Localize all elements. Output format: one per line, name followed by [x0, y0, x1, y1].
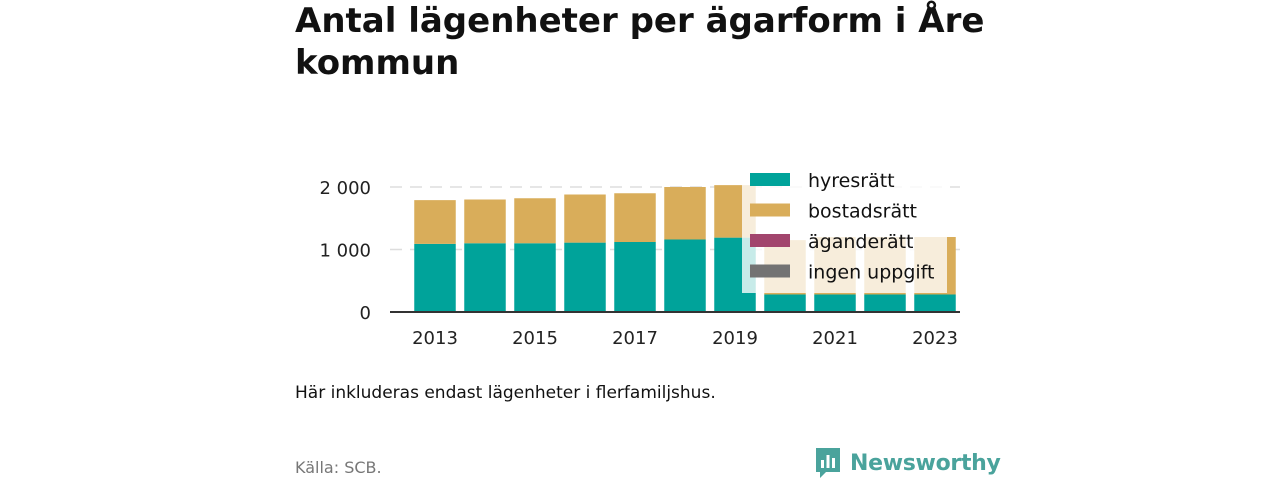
- y-tick-label: 1 000: [319, 241, 371, 262]
- bar-segment: [564, 242, 606, 312]
- y-tick-label: 2 000: [319, 178, 371, 199]
- bar-segment: [514, 243, 556, 312]
- legend-swatch: [750, 264, 790, 278]
- legend-swatch: [750, 173, 790, 186]
- chart-title: Antal lägenheter per ägarform i Åre komm…: [295, 1, 985, 83]
- chart-note: Här inkluderas endast lägenheter i flerf…: [295, 383, 716, 403]
- bar-segment: [764, 294, 806, 312]
- newsworthy-logo-icon: [816, 448, 840, 478]
- x-tick-label: 2015: [512, 328, 558, 349]
- legend-swatch: [750, 234, 790, 247]
- legend-label: äganderätt: [808, 231, 914, 253]
- legend-label: ingen uppgift: [808, 262, 934, 284]
- bar-segment: [614, 242, 656, 312]
- y-axis-labels: 0 1 000 2 000: [319, 178, 371, 324]
- x-tick-label: 2023: [912, 328, 958, 349]
- bar-segment: [464, 199, 506, 244]
- x-tick-label: 2019: [712, 328, 758, 349]
- legend-label: hyresrätt: [808, 170, 895, 192]
- x-tick-label: 2021: [812, 328, 858, 349]
- legend-label: bostadsrätt: [808, 201, 917, 223]
- x-tick-label: 2013: [412, 328, 458, 349]
- bar-segment: [514, 198, 556, 244]
- bar-segment: [414, 200, 456, 244]
- bar-segment: [914, 294, 956, 312]
- bar-segment: [664, 187, 706, 240]
- bar-segment: [664, 239, 706, 312]
- bar-segment: [614, 193, 656, 242]
- bar-segment: [564, 194, 606, 243]
- legend-swatch: [750, 203, 790, 217]
- y-tick-label: 0: [360, 303, 371, 324]
- bar-segment: [864, 294, 906, 312]
- legend: hyresrätt bostadsrätt äganderätt ingen uppg…: [742, 168, 947, 293]
- bar-segment: [464, 243, 506, 312]
- bar-segment: [814, 294, 856, 312]
- x-axis-labels: 2013 2015 2017 2019 2021 2023: [412, 328, 958, 349]
- source-text: Källa: SCB.: [295, 458, 382, 477]
- x-tick-label: 2017: [612, 328, 658, 349]
- bar-segment: [414, 243, 456, 312]
- newsworthy-brand[interactable]: Newsworthy: [814, 446, 1001, 480]
- brand-name: Newsworthy: [850, 450, 1001, 476]
